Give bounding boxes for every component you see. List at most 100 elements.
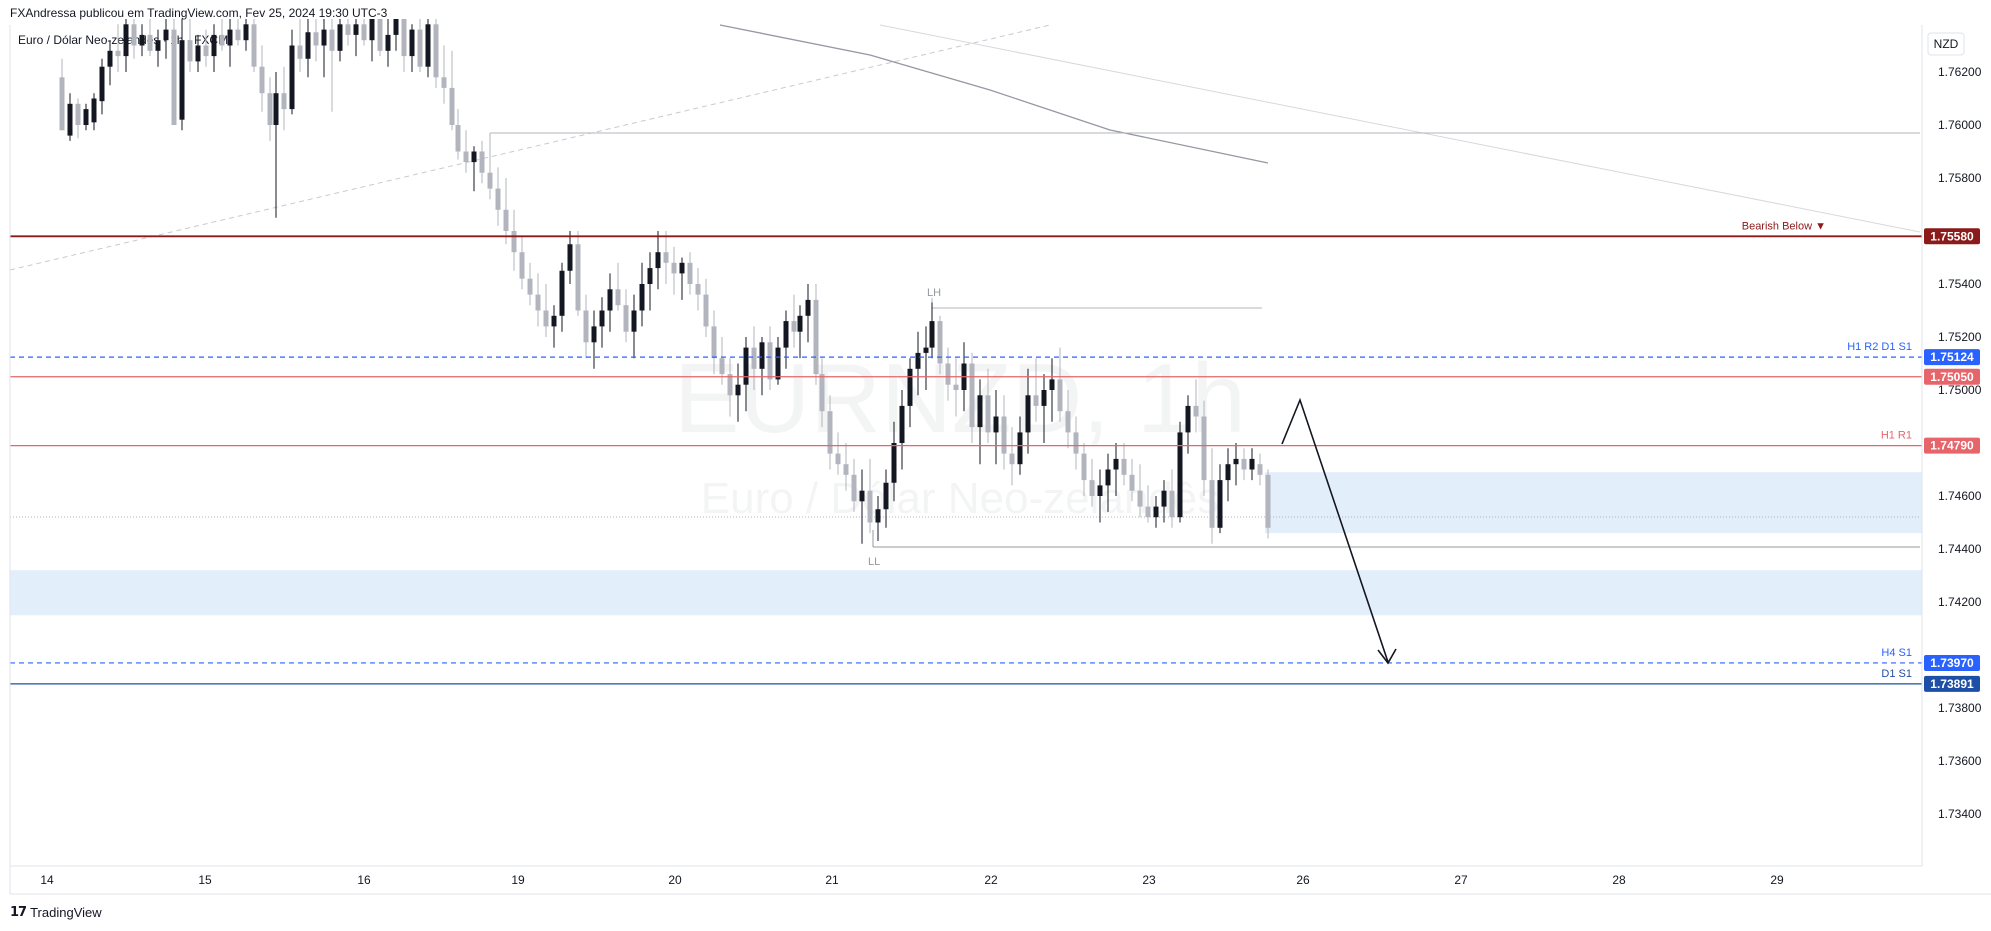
zone-0[interactable]	[1265, 472, 1922, 534]
candle[interactable]	[361, 19, 367, 46]
candle[interactable]	[899, 390, 905, 470]
candle[interactable]	[767, 326, 773, 390]
candle[interactable]	[1137, 464, 1143, 518]
candle[interactable]	[1265, 469, 1271, 539]
candle[interactable]	[813, 284, 819, 385]
candle[interactable]	[179, 19, 185, 131]
candle[interactable]	[937, 315, 943, 375]
candle[interactable]	[1201, 400, 1207, 496]
candle[interactable]	[1049, 358, 1055, 422]
candle[interactable]	[851, 458, 857, 512]
candle[interactable]	[759, 337, 765, 396]
candle[interactable]	[91, 93, 97, 131]
candle[interactable]	[929, 302, 935, 359]
price-axis[interactable]: 1.76200 1.76000 1.75800 1.75400 1.75200 1.750…	[1938, 65, 1982, 821]
candle[interactable]	[401, 19, 407, 72]
candle[interactable]	[227, 19, 233, 67]
candle[interactable]	[337, 19, 343, 62]
candle[interactable]	[519, 236, 525, 290]
candle[interactable]	[305, 19, 311, 78]
candle[interactable]	[251, 19, 257, 72]
candle[interactable]	[385, 19, 391, 67]
candle[interactable]	[1257, 453, 1263, 486]
trendline-dashed[interactable]	[9, 24, 1051, 271]
level-tag-1.75124[interactable]: 1.75124	[1924, 349, 1980, 366]
candle[interactable]	[1073, 416, 1079, 470]
level-tag-1.73891[interactable]: 1.73891	[1924, 675, 1980, 692]
candle[interactable]	[297, 19, 303, 72]
candle[interactable]	[83, 103, 89, 131]
candle[interactable]	[607, 273, 613, 332]
candle[interactable]	[139, 24, 145, 57]
candle[interactable]	[883, 469, 889, 528]
candle[interactable]	[1129, 458, 1135, 502]
candle[interactable]	[575, 231, 581, 316]
level-tag-1.74790[interactable]: 1.74790	[1924, 437, 1980, 454]
candle[interactable]	[273, 72, 279, 218]
candle[interactable]	[559, 262, 565, 332]
candle[interactable]	[783, 310, 789, 369]
candle[interactable]	[663, 231, 669, 284]
candle[interactable]	[1033, 358, 1039, 422]
candle[interactable]	[1249, 448, 1255, 481]
candle[interactable]	[1081, 443, 1087, 496]
candle[interactable]	[797, 305, 803, 359]
candle[interactable]	[1145, 485, 1151, 523]
candle[interactable]	[99, 58, 105, 115]
candle[interactable]	[1209, 448, 1215, 544]
level-tag-1.75580[interactable]: 1.75580	[1924, 228, 1980, 245]
candle[interactable]	[671, 246, 677, 295]
candle[interactable]	[195, 34, 201, 72]
candle[interactable]	[353, 19, 359, 57]
candle[interactable]	[369, 19, 375, 62]
candle[interactable]	[915, 331, 921, 396]
candle[interactable]	[329, 19, 335, 112]
candle[interactable]	[1185, 395, 1191, 454]
zone-1[interactable]	[10, 570, 1922, 616]
tradingview-footer[interactable]: 𝟭𝟳 TradingView	[10, 904, 102, 920]
candle[interactable]	[259, 45, 265, 112]
candle[interactable]	[267, 77, 273, 141]
candles[interactable]	[59, 19, 1271, 544]
candle[interactable]	[631, 294, 637, 359]
candle[interactable]	[147, 19, 153, 57]
candle[interactable]	[59, 58, 65, 131]
candle[interactable]	[211, 24, 217, 72]
candle[interactable]	[1001, 395, 1007, 470]
candle[interactable]	[743, 337, 749, 412]
candle[interactable]	[495, 167, 501, 226]
candle[interactable]	[711, 310, 717, 375]
candle[interactable]	[281, 66, 287, 131]
candle[interactable]	[735, 363, 741, 422]
candle[interactable]	[1009, 427, 1015, 486]
candle[interactable]	[615, 262, 621, 311]
level-tag-1.73970[interactable]: 1.73970	[1924, 654, 1980, 671]
candle[interactable]	[923, 326, 929, 390]
candle[interactable]	[1193, 379, 1199, 433]
candle[interactable]	[155, 29, 161, 67]
projection-arrow[interactable]	[1281, 397, 1397, 665]
candle[interactable]	[535, 273, 541, 327]
time-axis[interactable]: 14 15 16 19 20 21 22 23 26 27 28 29	[40, 873, 1784, 887]
candle[interactable]	[243, 19, 249, 51]
candle[interactable]	[1065, 390, 1071, 449]
candle[interactable]	[463, 130, 469, 173]
candle[interactable]	[425, 19, 431, 78]
candle[interactable]	[377, 19, 383, 57]
candle[interactable]	[591, 310, 597, 369]
candle[interactable]	[441, 45, 447, 104]
currency-badge[interactable]: NZD	[1927, 32, 1965, 56]
candle[interactable]	[639, 262, 645, 327]
candle[interactable]	[969, 352, 975, 443]
candle[interactable]	[1217, 464, 1223, 534]
candle[interactable]	[1105, 453, 1111, 512]
candle[interactable]	[409, 24, 415, 72]
candle[interactable]	[449, 50, 455, 131]
candle[interactable]	[1225, 448, 1231, 502]
candle[interactable]	[703, 278, 709, 337]
candle[interactable]	[819, 358, 825, 428]
candle[interactable]	[1177, 421, 1183, 523]
candle[interactable]	[1121, 443, 1127, 486]
candle[interactable]	[171, 19, 177, 126]
